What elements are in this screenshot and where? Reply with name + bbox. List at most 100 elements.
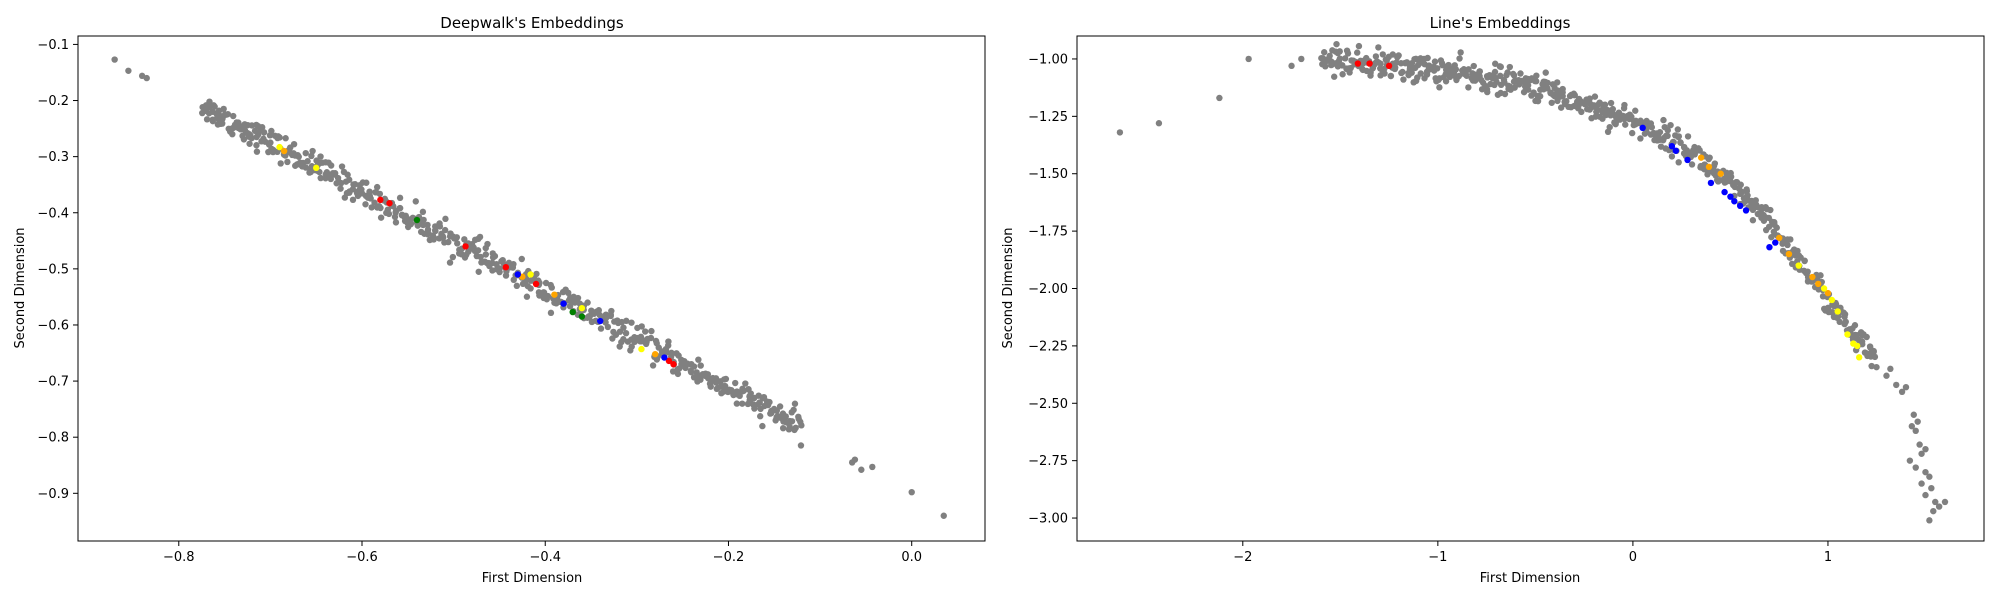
data-point [649,362,657,369]
data-point [1536,93,1544,100]
data-point [1912,464,1919,471]
data-point [788,418,796,425]
data-point [1842,318,1849,325]
data-point [1335,57,1343,65]
data-point [1935,503,1943,510]
data-point [436,220,443,227]
data-point [363,179,370,186]
data-point [1787,236,1794,243]
data-point [628,343,635,350]
data-point [1767,206,1774,214]
data-point [1439,61,1446,69]
data-point [595,307,603,314]
data-point [1656,128,1664,136]
data-point [282,135,289,142]
data-point [665,357,673,365]
data-point [940,512,947,519]
data-point [334,174,342,182]
data-point [1784,241,1791,249]
data-point [674,370,682,378]
data-point [1801,257,1808,264]
y-tick-label: −3.00 [1028,512,1068,527]
data-point [790,406,797,414]
data-point [767,410,774,417]
data-point [1506,83,1513,90]
data-point [1622,121,1629,128]
data-point [1926,473,1933,480]
data-point [851,456,859,463]
data-point [1609,105,1617,113]
data-point [1785,250,1793,258]
data-point [384,206,392,213]
data-point [1501,90,1509,98]
data-point [430,234,438,242]
data-point [313,164,320,172]
data-point [759,422,766,430]
data-point [1766,243,1773,251]
data-point [869,463,876,471]
data-point [1824,289,1832,297]
data-point [1339,71,1346,78]
deepwalk-embeddings-plot: Deepwalk's Embeddings −0.8 −0.6 −0.4 −0.2 0.… [13,14,986,586]
data-point [143,74,150,82]
x-tick-label: −0.8 [163,550,195,565]
data-point [747,390,754,397]
data-point [791,426,798,434]
data-point [638,323,645,330]
data-point [739,400,746,407]
data-point [1563,98,1570,105]
data-point [1705,163,1713,171]
data-point [276,143,283,151]
data-point [229,130,236,138]
data-point [697,362,704,369]
data-point [1677,139,1684,146]
x-tick-label: −1 [1428,550,1447,565]
data-point [1926,517,1933,524]
data-point [1484,88,1491,96]
data-point [638,345,645,353]
line-embeddings-plot: Line's Embeddings −2 −1 0 1 −1.00 −1.25 −1.50… [1001,14,1985,586]
data-point [578,313,586,320]
data-point [419,208,427,216]
y-tick-label: −1.50 [1028,167,1068,182]
data-point [260,129,268,136]
data-point [1717,170,1724,177]
data-point [203,116,211,123]
data-point [1684,133,1692,140]
y-tick-label: −1.75 [1028,225,1068,240]
y-tick-label: −2.00 [1028,282,1068,297]
data-point [402,212,410,220]
data-point [294,151,301,159]
data-point [1731,198,1738,205]
data-point [491,252,499,260]
data-point [1321,49,1328,56]
data-point [597,325,605,332]
data-point [1829,308,1836,316]
x-tick-label: 1 [1824,550,1832,565]
x-tick-label: 0.0 [901,550,922,565]
data-point [413,216,421,224]
data-point [1906,457,1914,464]
data-point [547,309,555,317]
data-point [1589,103,1596,110]
data-point [230,112,237,120]
data-point [1772,239,1779,246]
data-point [327,162,335,169]
data-point [1834,308,1841,315]
data-point [474,247,482,254]
data-point [1298,55,1305,63]
data-point [1367,69,1374,77]
data-point [732,379,739,387]
data-point [749,401,757,408]
data-point [253,142,260,149]
data-point [206,98,213,105]
data-point [604,323,612,331]
data-point [373,183,381,191]
data-point [240,136,248,143]
data-point [284,158,291,166]
data-point [1442,78,1450,85]
data-point [733,400,741,407]
data-point [1868,362,1875,370]
